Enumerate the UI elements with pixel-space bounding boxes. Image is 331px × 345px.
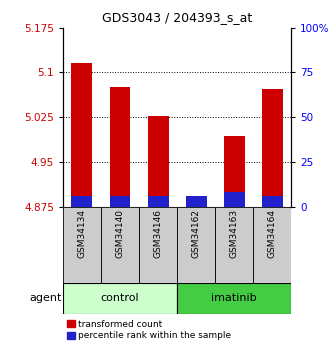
Bar bbox=[177, 207, 215, 283]
Bar bbox=[224, 136, 245, 207]
Bar bbox=[262, 196, 283, 207]
Bar bbox=[224, 192, 245, 207]
Bar bbox=[148, 116, 168, 207]
Bar bbox=[148, 196, 168, 207]
Bar bbox=[101, 207, 139, 283]
Bar bbox=[63, 207, 101, 283]
Bar bbox=[71, 196, 92, 207]
Text: GSM34163: GSM34163 bbox=[230, 209, 239, 258]
Text: control: control bbox=[101, 294, 139, 303]
Text: GSM34162: GSM34162 bbox=[192, 209, 201, 258]
Text: imatinib: imatinib bbox=[212, 294, 257, 303]
Bar bbox=[110, 87, 130, 207]
Bar bbox=[186, 200, 207, 207]
Bar bbox=[253, 207, 291, 283]
Text: agent: agent bbox=[30, 294, 62, 303]
Legend: transformed count, percentile rank within the sample: transformed count, percentile rank withi… bbox=[68, 320, 231, 341]
Bar bbox=[186, 196, 207, 207]
Bar bbox=[215, 207, 253, 283]
Bar bbox=[63, 283, 177, 314]
Bar bbox=[262, 89, 283, 207]
Text: GSM34164: GSM34164 bbox=[268, 209, 277, 258]
Text: GSM34134: GSM34134 bbox=[77, 209, 86, 258]
Bar bbox=[71, 63, 92, 207]
Bar bbox=[177, 283, 291, 314]
Bar bbox=[139, 207, 177, 283]
Title: GDS3043 / 204393_s_at: GDS3043 / 204393_s_at bbox=[102, 11, 252, 24]
Text: GSM34146: GSM34146 bbox=[154, 209, 163, 258]
Bar bbox=[110, 196, 130, 207]
Text: GSM34140: GSM34140 bbox=[116, 209, 124, 258]
